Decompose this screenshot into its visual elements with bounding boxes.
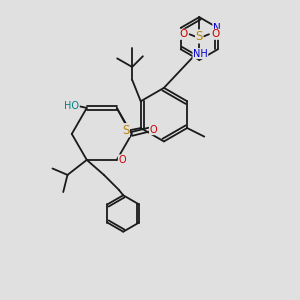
Text: O: O — [118, 155, 126, 165]
Text: O: O — [149, 124, 157, 135]
Text: S: S — [122, 124, 129, 137]
Text: N: N — [213, 23, 220, 33]
Text: HO: HO — [64, 101, 79, 111]
Text: O: O — [179, 29, 187, 39]
Text: NH: NH — [193, 49, 208, 58]
Text: S: S — [196, 30, 203, 43]
Text: O: O — [211, 29, 220, 39]
